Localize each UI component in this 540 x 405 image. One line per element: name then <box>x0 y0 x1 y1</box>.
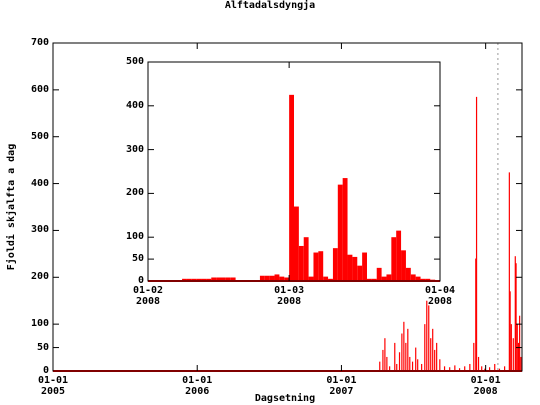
bar <box>405 267 411 281</box>
x-tick-label: 01-01 2007 <box>326 375 357 397</box>
bar <box>352 256 358 281</box>
bar <box>357 265 363 281</box>
y-tick-label: 0 <box>42 365 49 376</box>
bar <box>269 275 275 281</box>
y-tick-label: 400 <box>125 99 144 111</box>
bar <box>298 245 304 281</box>
bar <box>274 274 280 281</box>
x-axis-label: Dagsetning <box>254 393 316 404</box>
bar <box>362 252 367 281</box>
bar <box>318 251 324 281</box>
bar <box>313 252 319 281</box>
bar <box>294 206 299 281</box>
bar <box>221 277 226 281</box>
bar <box>303 237 309 281</box>
bar <box>420 278 426 281</box>
bar <box>337 184 343 281</box>
bar <box>225 277 231 281</box>
y-tick-label: 50 <box>131 253 144 265</box>
bar <box>410 274 416 281</box>
bar <box>196 278 202 281</box>
bar <box>201 278 207 281</box>
y-tick-label: 200 <box>30 271 49 283</box>
bar <box>191 278 197 281</box>
bar <box>289 94 294 281</box>
plot-frame <box>52 42 523 372</box>
bar <box>211 277 217 281</box>
bar <box>230 277 236 281</box>
bar <box>308 276 314 281</box>
plot-frame <box>147 61 441 282</box>
chart-title: Alftadalsdyngja <box>224 0 316 11</box>
bar <box>264 275 270 281</box>
y-tick-label: 100 <box>30 318 49 330</box>
bar <box>279 276 285 281</box>
x-tick-label: 01-03 2008 <box>274 285 305 307</box>
y-axis-label: Fjoldi skjalfta a dag <box>6 143 17 271</box>
bar <box>186 278 192 281</box>
bar <box>206 278 212 281</box>
bar <box>328 278 333 281</box>
bar <box>342 178 348 281</box>
y-tick-label: 0 <box>137 275 144 286</box>
y-tick-label: 300 <box>30 224 49 236</box>
y-tick-label: 500 <box>30 130 49 142</box>
y-tick-label: 200 <box>125 187 144 199</box>
bar <box>284 277 290 281</box>
bar <box>386 274 392 281</box>
x-tick-label: 01-01 2008 <box>470 375 501 397</box>
bar <box>367 278 372 281</box>
bar <box>401 250 406 281</box>
bar <box>259 275 265 281</box>
bar <box>391 237 397 281</box>
bar <box>323 276 329 281</box>
bar <box>347 254 353 281</box>
x-tick-label: 01-01 2005 <box>37 375 69 397</box>
bar <box>332 248 338 281</box>
x-tick-label: 01-02 2008 <box>132 285 164 307</box>
bar <box>430 279 436 281</box>
y-tick-label: 500 <box>125 56 144 67</box>
y-tick-label: 700 <box>30 37 49 48</box>
bar <box>415 276 421 281</box>
y-tick-label: 100 <box>125 231 144 243</box>
bar <box>371 278 377 281</box>
bar <box>376 267 382 281</box>
bar <box>381 276 387 281</box>
x-tick-label: 01-04 2008 <box>424 285 456 307</box>
bar <box>216 277 221 281</box>
y-tick-label: 50 <box>36 341 49 353</box>
y-tick-label: 300 <box>125 143 144 155</box>
y-tick-label: 600 <box>30 83 49 95</box>
y-tick-label: 400 <box>30 177 49 189</box>
bar <box>182 278 187 281</box>
bar <box>425 278 431 281</box>
bar <box>396 230 402 281</box>
x-tick-label: 01-01 2006 <box>182 375 213 397</box>
